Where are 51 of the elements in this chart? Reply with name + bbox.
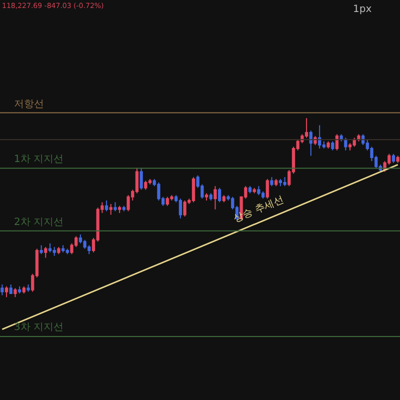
candlestick: [252, 187, 256, 194]
ref-line-label: 3차 지지선: [14, 322, 64, 333]
candlestick: [104, 200, 108, 212]
candlestick: [48, 242, 52, 253]
candlestick: [340, 134, 343, 142]
candlestick: [204, 192, 208, 201]
text: 1px: [353, 4, 372, 15]
candlestick: [178, 198, 182, 219]
candlestick: [40, 244, 43, 255]
candlestick: [52, 246, 56, 256]
candlestick: [183, 200, 186, 218]
candlestick: [192, 176, 196, 203]
candlestick: [18, 286, 22, 294]
candlestick: [270, 176, 274, 187]
candlestick: [26, 284, 30, 292]
candlestick: [283, 176, 286, 187]
candlestick: [396, 155, 400, 164]
candlestick: [357, 134, 360, 142]
candlestick: [309, 130, 312, 156]
ref-line-label: 저항선: [14, 99, 44, 110]
candlestick: [274, 178, 278, 187]
candlestick: [140, 168, 143, 190]
candlestick: [9, 284, 12, 294]
candlestick: [109, 204, 112, 216]
candlestick: [209, 192, 212, 201]
candlestick: [248, 186, 252, 194]
candlestick: [118, 205, 122, 214]
ref-line-label: 2차 지지선: [14, 217, 64, 228]
candlestick: [214, 186, 217, 210]
candlestick: [344, 137, 348, 151]
candlestick: [0, 284, 4, 296]
candlestick: [122, 205, 126, 212]
candlestick: [218, 187, 222, 203]
candlestick: [44, 246, 48, 258]
candlestick: [222, 194, 226, 203]
candlestick: [144, 180, 148, 190]
candlestick: [114, 202, 117, 212]
candlestick: [4, 286, 8, 298]
candlestick: [326, 140, 330, 150]
candlestick: [392, 153, 396, 164]
candlestick: [66, 248, 69, 255]
candlestick: [257, 186, 260, 196]
candlestick: [335, 134, 339, 151]
annotation: 상승 추세선: [232, 194, 286, 225]
candlestick: [22, 286, 26, 294]
candlestick: [14, 288, 17, 298]
candlestick: [57, 246, 60, 255]
candlestick: [61, 244, 65, 253]
ref-line-label: 1차 지지선: [14, 154, 64, 165]
candlestick: [318, 124, 322, 150]
candlestick: [331, 140, 334, 151]
